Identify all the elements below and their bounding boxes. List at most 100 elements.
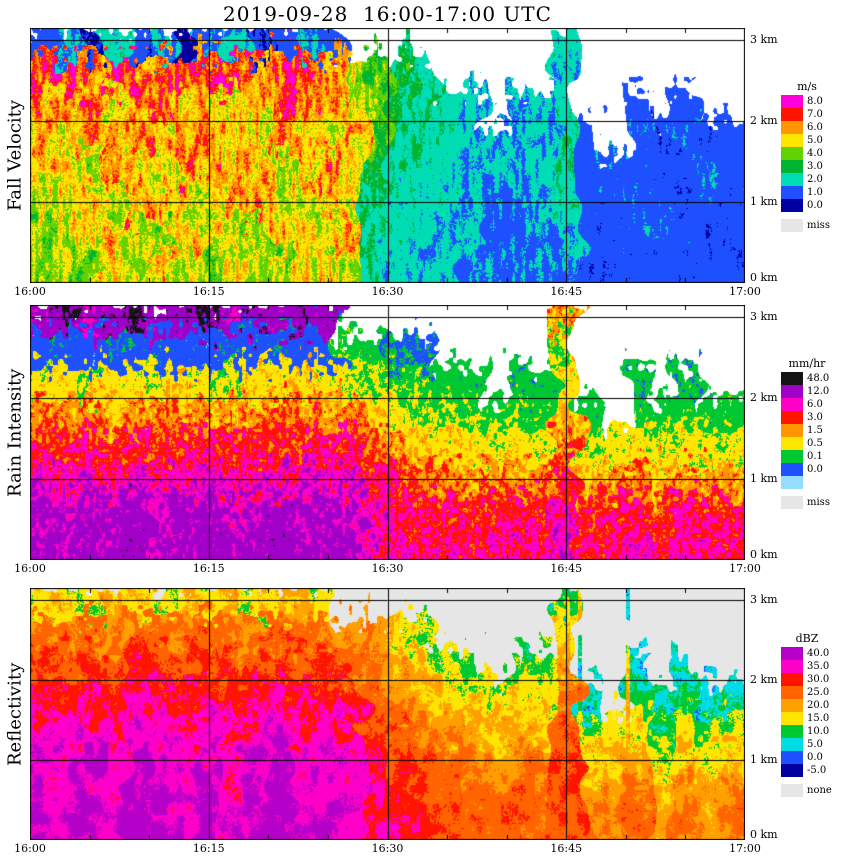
x-tick-label: 16:45 xyxy=(550,562,583,575)
legend-entry: miss xyxy=(781,219,847,232)
legend-color-swatch xyxy=(781,173,803,186)
legend-entry: -5.0 xyxy=(781,764,847,777)
x-tick-label: 16:15 xyxy=(192,285,225,298)
legend-value-label: 0.1 xyxy=(807,451,823,462)
legend-value-label: 10.0 xyxy=(807,726,830,737)
panel-fall-velocity: Fall Velocity 16:00 16:15 16:30 16:45 17:00 0 … xyxy=(0,28,850,301)
legend-value-label: 7.0 xyxy=(807,109,823,120)
legend-color-swatch xyxy=(781,463,803,476)
legend-color-swatch xyxy=(781,134,803,147)
x-tick-label: 17:00 xyxy=(729,285,761,298)
y-tick-label: 2 km xyxy=(750,391,778,405)
fall-velocity-heatmap-canvas xyxy=(30,28,745,283)
legend-color-swatch xyxy=(781,764,803,777)
y-tick-label: 1 km xyxy=(750,195,778,209)
legend-color-swatch xyxy=(781,424,803,437)
legend-color-swatch xyxy=(781,784,803,797)
legend-entry: miss xyxy=(781,496,847,509)
legend-value-label: 3.0 xyxy=(807,412,823,423)
y-tick-label: 0 km xyxy=(750,828,778,841)
legend-entry: 20.0 xyxy=(781,699,847,712)
legend-color-swatch xyxy=(781,673,803,686)
x-tick-label: 17:00 xyxy=(729,562,761,575)
legend-color-swatch xyxy=(781,147,803,160)
legend-color-swatch xyxy=(781,108,803,121)
y-tick-label: 3 km xyxy=(750,310,778,324)
legend-entry: 35.0 xyxy=(781,660,847,673)
x-tick-label: 16:00 xyxy=(14,562,46,575)
legend-value-label: 4.0 xyxy=(807,148,823,159)
y-tick-label: 1 km xyxy=(750,472,778,486)
legend-color-swatch xyxy=(781,738,803,751)
panel-reflectivity: Reflectivity 16:00 16:15 16:30 16:45 17:00 0 k… xyxy=(0,588,850,858)
rain-intensity-heatmap-canvas xyxy=(30,305,745,560)
legend-value-label: 2.0 xyxy=(807,174,823,185)
legend-color-swatch xyxy=(781,450,803,463)
legend-rain-intensity: mm/hr 48.0 12.0 6.0 3.0 1.5 0.5 0.1 0.0 miss xyxy=(781,357,847,509)
legend-value-label: 3.0 xyxy=(807,161,823,172)
legend-value-label: miss xyxy=(807,220,830,231)
legend-value-label: 5.0 xyxy=(807,739,823,750)
legend-entry: 5.0 xyxy=(781,738,847,751)
legend-value-label: 40.0 xyxy=(807,648,830,659)
legend-value-label: 20.0 xyxy=(807,700,830,711)
legend-entry xyxy=(781,476,847,489)
x-tick-label: 16:15 xyxy=(192,562,225,575)
legend-color-swatch xyxy=(781,121,803,134)
legend-entry: 8.0 xyxy=(781,95,847,108)
legend-entry: 40.0 xyxy=(781,647,847,660)
legend-unit-label: dBZ xyxy=(795,632,819,645)
legend-value-label: 30.0 xyxy=(807,674,830,685)
legend-color-swatch xyxy=(781,160,803,173)
x-tick-label: 16:45 xyxy=(550,285,583,298)
legend-value-label: 12.0 xyxy=(807,386,830,397)
x-tick-label: 16:30 xyxy=(371,562,404,575)
page-title: 2019-09-28 16:00-17:00 UTC xyxy=(223,2,552,26)
legend-entry: none xyxy=(781,784,847,797)
legend-entry: 3.0 xyxy=(781,411,847,424)
legend-color-swatch xyxy=(781,725,803,738)
axis-label-rain-intensity: Rain Intensity xyxy=(4,368,26,497)
legend-color-swatch xyxy=(781,398,803,411)
legend-value-label: 48.0 xyxy=(807,373,830,384)
reflectivity-heatmap-canvas xyxy=(30,588,745,840)
legend-value-label: 1.0 xyxy=(807,187,823,198)
legend-reflectivity: dBZ 40.0 35.0 30.0 25.0 20.0 15.0 10.0 5.0 0.0 -5.… xyxy=(781,632,847,797)
legend-value-label: 0.0 xyxy=(807,752,823,763)
legend-color-swatch xyxy=(781,95,803,108)
legend-entry: 3.0 xyxy=(781,160,847,173)
legend-entry: 15.0 xyxy=(781,712,847,725)
panel-rain-intensity: Rain Intensity 16:00 16:15 16:30 16:45 17:00 0… xyxy=(0,305,850,578)
y-tick-label: 0 km xyxy=(750,271,778,284)
x-tick-label: 17:00 xyxy=(729,842,761,855)
legend-entry: 30.0 xyxy=(781,673,847,686)
legend-entry: 48.0 xyxy=(781,372,847,385)
axis-label-fall-velocity: Fall Velocity xyxy=(4,99,26,212)
legend-color-swatch xyxy=(781,219,803,232)
legend-value-label: 35.0 xyxy=(807,661,830,672)
legend-entry: 0.0 xyxy=(781,199,847,212)
legend-value-label: 6.0 xyxy=(807,122,823,133)
legend-entry: 6.0 xyxy=(781,398,847,411)
legend-unit-label: m/s xyxy=(797,80,817,93)
y-tick-label: 2 km xyxy=(750,114,778,128)
legend-color-swatch xyxy=(781,712,803,725)
legend-value-label: none xyxy=(807,785,832,796)
legend-value-label: 15.0 xyxy=(807,713,830,724)
legend-color-swatch xyxy=(781,699,803,712)
y-tick-label: 1 km xyxy=(750,753,778,766)
x-tick-label: 16:00 xyxy=(14,285,46,298)
legend-entry: 12.0 xyxy=(781,385,847,398)
legend-entry: 5.0 xyxy=(781,134,847,147)
legend-color-swatch xyxy=(781,660,803,673)
x-tick-label: 16:30 xyxy=(371,285,404,298)
legend-fall-velocity: m/s 8.0 7.0 6.0 5.0 4.0 3.0 2.0 1.0 0.0 miss xyxy=(781,80,847,232)
legend-color-swatch xyxy=(781,199,803,212)
legend-value-label: -5.0 xyxy=(807,765,827,776)
axis-label-reflectivity: Reflectivity xyxy=(4,662,26,766)
legend-value-label: 0.0 xyxy=(807,200,823,211)
legend-entry: 4.0 xyxy=(781,147,847,160)
legend-color-swatch xyxy=(781,647,803,660)
legend-color-swatch xyxy=(781,751,803,764)
